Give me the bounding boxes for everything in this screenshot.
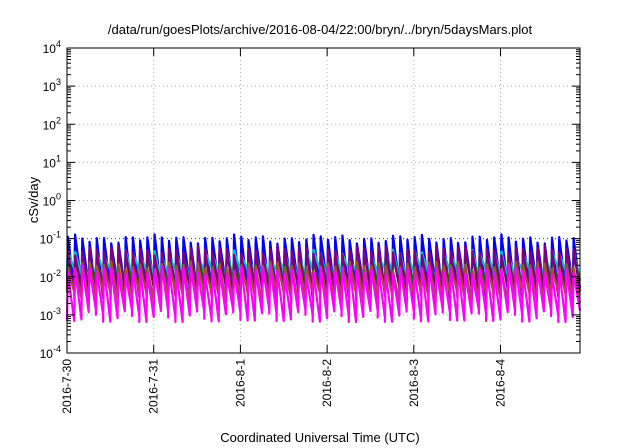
y-tick-label: 102 [43,115,61,132]
y-tick-label: 10-1 [40,230,61,247]
x-tick-label: 2016-8-2 [320,359,334,407]
x-axis-label: Coordinated Universal Time (UTC) [220,430,419,445]
x-tick-label: 2016-8-4 [494,359,508,407]
series-5 [65,264,582,324]
x-ticks: 2016-7-30 2016-7-31 2016-8-1 2016-8-2 2016-8… [60,48,508,414]
y-axis-label: cSv/day [26,176,41,223]
y-tick-label: 103 [43,77,61,94]
y-tick-label: 10-3 [40,306,61,323]
x-tick-label: 2016-8-1 [233,359,247,407]
y-tick-label: 101 [43,153,61,170]
chart-title: /data/run/goesPlots/archive/2016-08-04/2… [108,22,533,37]
y-ticks: 10-4 10-3 10-2 10-1 100 101 102 103 104 [40,39,580,361]
series-line [65,264,582,324]
x-tick-label: 2016-7-30 [60,359,74,414]
y-tick-label: 10-4 [40,344,61,361]
y-tick-label: 10-2 [40,268,61,285]
series-group [65,233,582,324]
y-tick-label: 100 [43,192,61,209]
x-tick-label: 2016-8-3 [407,359,421,407]
x-tick-label: 2016-7-31 [147,359,161,414]
y-tick-label: 104 [43,39,61,56]
